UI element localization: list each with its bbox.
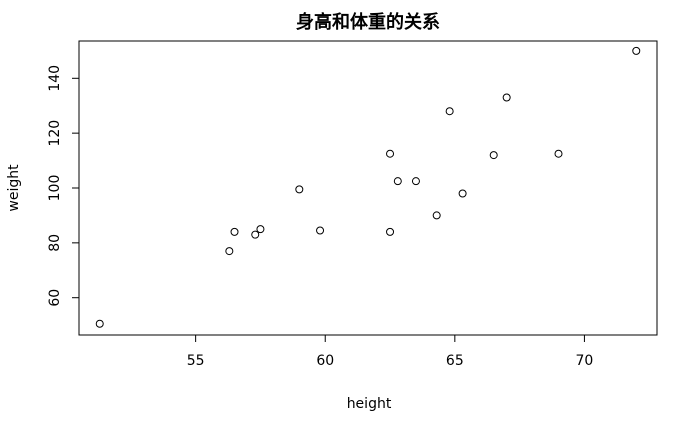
data-point: [632, 46, 641, 55]
scatter-points: [95, 46, 641, 328]
x-axis: 55 60 65 70: [187, 334, 594, 369]
data-point: [458, 189, 467, 198]
data-point: [230, 227, 239, 236]
data-point: [554, 149, 563, 158]
x-tick-label: 55: [187, 353, 205, 369]
data-point: [386, 149, 395, 158]
y-axis: 60 80 100 120 140: [47, 65, 80, 307]
y-tick-label: 60: [47, 289, 63, 307]
data-point: [411, 177, 420, 186]
y-tick-label: 140: [47, 65, 63, 92]
x-tick-label: 70: [576, 353, 594, 369]
y-axis-label: weight: [6, 164, 22, 212]
data-point: [295, 185, 304, 194]
data-point: [393, 177, 402, 186]
data-point: [316, 226, 325, 235]
data-point: [225, 247, 234, 256]
y-tick-label: 120: [47, 120, 63, 147]
x-axis-label: height: [347, 396, 392, 412]
plot-frame: [78, 40, 658, 336]
data-point: [251, 230, 260, 239]
y-tick-label: 80: [47, 234, 63, 252]
y-tick-label: 100: [47, 175, 63, 202]
data-point: [502, 93, 511, 102]
data-point: [386, 227, 395, 236]
data-point: [95, 319, 104, 328]
x-tick-label: 60: [316, 353, 334, 369]
x-tick-label: 65: [446, 353, 464, 369]
chart-title: 身高和体重的关系: [296, 11, 440, 33]
data-point: [432, 211, 441, 220]
data-point: [489, 151, 498, 160]
data-point: [256, 225, 265, 234]
data-point: [445, 107, 454, 116]
